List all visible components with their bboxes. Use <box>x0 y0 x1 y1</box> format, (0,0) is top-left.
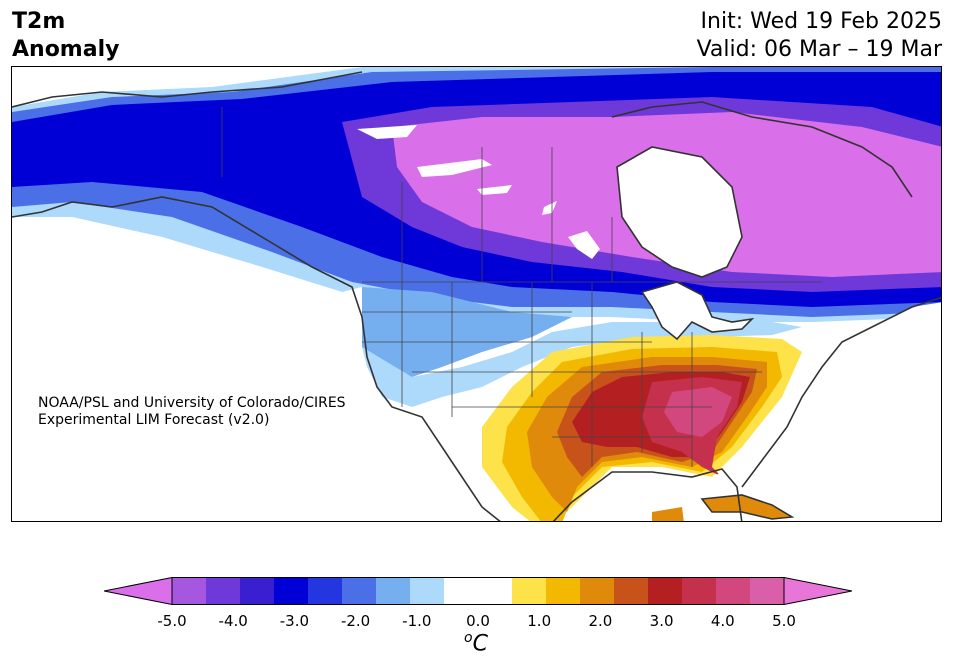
yucatan <box>652 507 684 521</box>
lake-1 <box>357 125 417 139</box>
colorbar-cell <box>376 577 411 605</box>
colorbar-cell <box>648 577 683 605</box>
pacific-ocean <box>12 217 501 521</box>
lake-3 <box>477 185 512 195</box>
colorbar-cell <box>444 577 479 605</box>
colorbar-cell <box>478 577 513 605</box>
political-borders <box>221 107 822 467</box>
colorbar-tick-label: 5.0 <box>772 612 796 630</box>
colorbar-cell <box>172 577 207 605</box>
colorbar-cell <box>580 577 615 605</box>
gulf-of-mexico <box>573 467 752 521</box>
colorbar-cell <box>342 577 377 605</box>
coastlines <box>12 71 941 521</box>
colorbar-cell <box>614 577 649 605</box>
colorbar-cell <box>546 577 581 605</box>
colorbar-border <box>171 577 785 605</box>
init-date: Init: Wed 19 Feb 2025 <box>700 9 942 34</box>
anomaly-map <box>11 66 942 522</box>
colorbar-tick-label: -5.0 <box>157 612 187 630</box>
colorbar-tick-label: 0.0 <box>466 612 490 630</box>
colorbar-tick-label: 2.0 <box>588 612 613 630</box>
map-title: T2m Anomaly <box>12 8 119 64</box>
colorbar-cell <box>308 577 343 605</box>
colorbar <box>104 577 852 605</box>
valid-range: Valid: 06 Mar – 19 Mar <box>696 37 942 62</box>
colorbar-cells <box>104 577 852 605</box>
title-line-1: T2m <box>12 9 66 34</box>
map-svg <box>12 67 941 521</box>
lake-4 <box>542 201 557 215</box>
colorbar-cell <box>206 577 241 605</box>
colorbar-cell <box>274 577 309 605</box>
colorbar-cell <box>716 577 751 605</box>
colorbar-cell <box>410 577 445 605</box>
colorbar-tick-label: -1.0 <box>402 612 432 630</box>
colorbar-extend-high <box>783 577 852 605</box>
map-subtitle: Init: Wed 19 Feb 2025 Valid: 06 Mar – 19… <box>697 8 942 64</box>
colorbar-tick-label: 4.0 <box>710 612 735 630</box>
colorbar-tick-label: -2.0 <box>340 612 371 630</box>
great-lakes <box>642 282 752 339</box>
unit-degree: o <box>464 630 473 646</box>
region-pos35 <box>664 387 732 437</box>
region-neg1-west <box>362 287 572 377</box>
atlantic-ocean <box>752 302 941 521</box>
cuba <box>702 495 792 519</box>
colorbar-cell <box>750 577 785 605</box>
credit-line-2: Experimental LIM Forecast (v2.0) <box>38 412 270 428</box>
colorbar-tick-label: -4.0 <box>218 612 248 630</box>
unit-letter: C <box>472 631 488 657</box>
colorbar-cell <box>240 577 275 605</box>
title-line-2: Anomaly <box>12 37 120 62</box>
colorbar-unit: oC <box>464 630 488 656</box>
lake-5 <box>568 231 600 259</box>
colorbar-tick-label: 1.0 <box>527 612 552 630</box>
credit-line-1: NOAA/PSL and University of Colorado/CIRE… <box>38 395 346 411</box>
colorbar-tick-label: -3.0 <box>279 612 310 630</box>
region-neg05-west <box>362 322 802 407</box>
lake-2 <box>417 159 492 177</box>
colorbar-tick-label: 3.0 <box>649 612 674 630</box>
hudson-bay <box>617 147 742 277</box>
colorbar-extend-low <box>104 577 173 605</box>
colorbar-cell <box>682 577 717 605</box>
credit-text: NOAA/PSL and University of Colorado/CIRE… <box>38 395 346 429</box>
colorbar-cell <box>512 577 547 605</box>
